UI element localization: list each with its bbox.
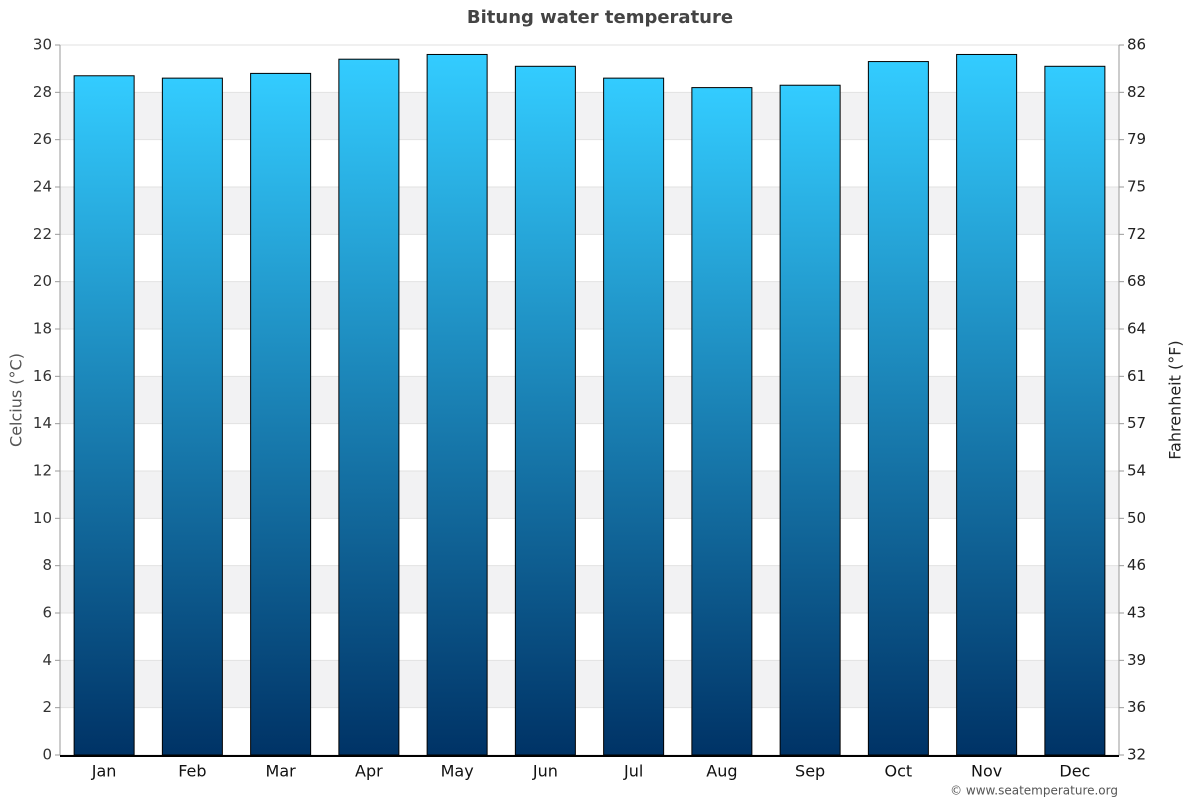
x-tick-label: Oct: [885, 762, 913, 781]
x-tick-label: Jan: [91, 762, 117, 781]
y-tick-label: 14: [33, 414, 52, 432]
y2-tick-label: 75: [1127, 178, 1146, 196]
bar: [1044, 65, 1106, 756]
y2-tick-label: 68: [1127, 272, 1146, 290]
y2-tick-label: 36: [1127, 698, 1146, 716]
grid-band: [60, 92, 1119, 140]
y2-tick-label: 39: [1127, 651, 1146, 669]
bar: [603, 77, 665, 756]
grid-band: [60, 281, 1119, 329]
y-tick-label: 10: [33, 509, 52, 527]
y2-tick-label: 64: [1127, 320, 1146, 338]
bar: [73, 75, 135, 756]
y-axis-label: Celcius (°C): [7, 353, 26, 447]
bar: [514, 65, 576, 756]
x-tick-label: Mar: [266, 762, 297, 781]
y2-tick-label: 82: [1127, 83, 1146, 101]
x-tick-label: Nov: [971, 762, 1002, 781]
y-tick-label: 8: [42, 556, 52, 574]
y2-tick-label: 57: [1127, 414, 1146, 432]
grid-band: [60, 471, 1119, 519]
chart-title: Bitung water temperature: [467, 7, 733, 28]
y-tick-label: 0: [42, 746, 52, 764]
grid-band: [60, 565, 1119, 613]
bar: [691, 87, 753, 756]
x-tick-label: May: [441, 762, 474, 781]
y-tick-label: 4: [42, 651, 52, 669]
bar: [338, 58, 400, 756]
y-tick-label: 20: [33, 272, 52, 290]
bar: [426, 53, 488, 756]
y-tick-label: 24: [33, 178, 52, 196]
bar: [956, 53, 1018, 756]
y2-axis-label: Fahrenheit (°F): [1166, 340, 1185, 459]
y2-tick-label: 61: [1127, 367, 1146, 385]
bar: [161, 77, 223, 756]
bar: [779, 84, 841, 756]
y-tick-label: 18: [33, 320, 52, 338]
y-tick-label: 28: [33, 83, 52, 101]
y-tick-label: 2: [42, 698, 52, 716]
grid-band: [60, 660, 1119, 708]
y-tick-label: 6: [42, 604, 52, 622]
y2-tick-label: 54: [1127, 462, 1146, 480]
y-tick-label: 26: [33, 130, 52, 148]
y2-tick-label: 79: [1127, 130, 1146, 148]
x-tick-label: Aug: [706, 762, 737, 781]
y2-tick-label: 50: [1127, 509, 1146, 527]
x-tick-label: Dec: [1059, 762, 1090, 781]
y2-tick-label: 46: [1127, 556, 1146, 574]
x-tick-label: Jul: [623, 762, 643, 781]
y2-tick-label: 43: [1127, 604, 1146, 622]
x-tick-label: Jun: [532, 762, 558, 781]
x-tick-label: Sep: [795, 762, 825, 781]
credit: © www.seatemperature.org: [950, 784, 1118, 798]
y2-tick-label: 72: [1127, 225, 1146, 243]
bar: [867, 61, 929, 756]
y-tick-label: 30: [33, 36, 52, 54]
y2-tick-label: 86: [1127, 36, 1146, 54]
y-tick-label: 22: [33, 225, 52, 243]
grid-band: [60, 376, 1119, 424]
y-tick-label: 12: [33, 462, 52, 480]
y-tick-label: 16: [33, 367, 52, 385]
x-tick-label: Feb: [178, 762, 206, 781]
x-tick-label: Apr: [355, 762, 383, 781]
bar: [250, 72, 312, 756]
grid-band: [60, 187, 1119, 235]
y2-tick-label: 32: [1127, 746, 1146, 764]
